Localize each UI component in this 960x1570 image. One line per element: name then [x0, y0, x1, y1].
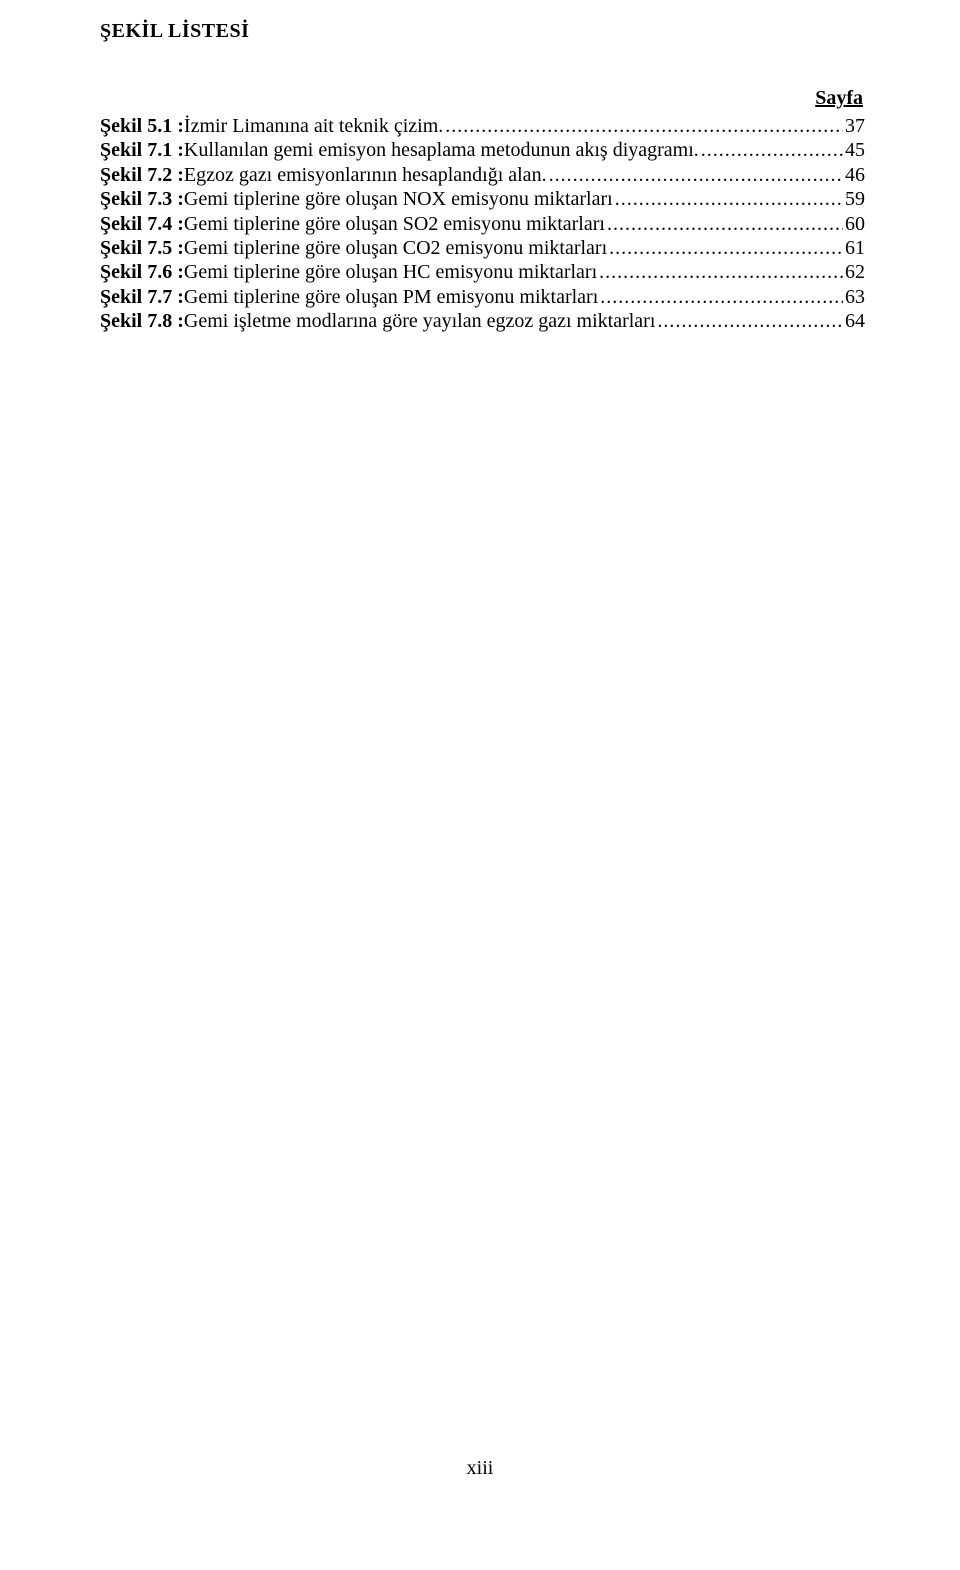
page-number-footer: xiii: [0, 1457, 960, 1480]
figure-description: Gemi tiplerine göre oluşan CO2 emisyonu …: [184, 236, 607, 260]
leader-dots: [443, 114, 843, 138]
figure-entry: Şekil 7.4 : Gemi tiplerine göre oluşan S…: [100, 212, 865, 236]
figure-page-number: 46: [843, 163, 865, 187]
figure-description: Gemi tiplerine göre oluşan PM emisyonu m…: [184, 285, 598, 309]
leader-dots: [699, 138, 843, 162]
figure-label: Şekil 7.8 :: [100, 309, 184, 333]
figure-description: Gemi işletme modlarına göre yayılan egzo…: [184, 309, 655, 333]
figure-label: Şekil 7.1 :: [100, 138, 184, 162]
leader-dots: [607, 236, 843, 260]
figure-page-number: 62: [843, 260, 865, 284]
figure-description: Egzoz gazı emisyonlarının hesaplandığı a…: [184, 163, 547, 187]
figure-label: Şekil 5.1 :: [100, 114, 184, 138]
figure-label: Şekil 7.5 :: [100, 236, 184, 260]
figure-page-number: 61: [843, 236, 865, 260]
figure-description: İzmir Limanına ait teknik çizim.: [184, 114, 443, 138]
page-column-header: Sayfa: [100, 87, 865, 110]
figure-page-number: 60: [843, 212, 865, 236]
figure-list: Şekil 5.1 : İzmir Limanına ait teknik çi…: [100, 114, 865, 334]
figure-description: Gemi tiplerine göre oluşan NOX emisyonu …: [184, 187, 613, 211]
figure-page-number: 59: [843, 187, 865, 211]
figure-description: Gemi tiplerine göre oluşan SO2 emisyonu …: [184, 212, 605, 236]
figure-entry: Şekil 7.8 : Gemi işletme modlarına göre …: [100, 309, 865, 333]
figure-label: Şekil 7.7 :: [100, 285, 184, 309]
figure-entry: Şekil 7.2 : Egzoz gazı emisyonlarının he…: [100, 163, 865, 187]
figure-page-number: 37: [843, 114, 865, 138]
figure-label: Şekil 7.2 :: [100, 163, 184, 187]
leader-dots: [613, 187, 843, 211]
figure-page-number: 63: [843, 285, 865, 309]
figure-entry: Şekil 7.7 : Gemi tiplerine göre oluşan P…: [100, 285, 865, 309]
figure-entry: Şekil 7.3 : Gemi tiplerine göre oluşan N…: [100, 187, 865, 211]
figure-entry: Şekil 7.1 : Kullanılan gemi emisyon hesa…: [100, 138, 865, 162]
leader-dots: [597, 260, 843, 284]
figure-entry: Şekil 7.5 : Gemi tiplerine göre oluşan C…: [100, 236, 865, 260]
leader-dots: [605, 212, 843, 236]
figure-label: Şekil 7.6 :: [100, 260, 184, 284]
leader-dots: [598, 285, 843, 309]
leader-dots: [547, 163, 843, 187]
figure-page-number: 64: [843, 309, 865, 333]
figure-page-number: 45: [843, 138, 865, 162]
figure-description: Gemi tiplerine göre oluşan HC emisyonu m…: [184, 260, 597, 284]
figure-label: Şekil 7.4 :: [100, 212, 184, 236]
figure-entry: Şekil 7.6 : Gemi tiplerine göre oluşan H…: [100, 260, 865, 284]
leader-dots: [655, 309, 843, 333]
figure-label: Şekil 7.3 :: [100, 187, 184, 211]
section-title: ŞEKİL LİSTESİ: [100, 20, 865, 43]
figure-entry: Şekil 5.1 : İzmir Limanına ait teknik çi…: [100, 114, 865, 138]
figure-description: Kullanılan gemi emisyon hesaplama metodu…: [184, 138, 699, 162]
